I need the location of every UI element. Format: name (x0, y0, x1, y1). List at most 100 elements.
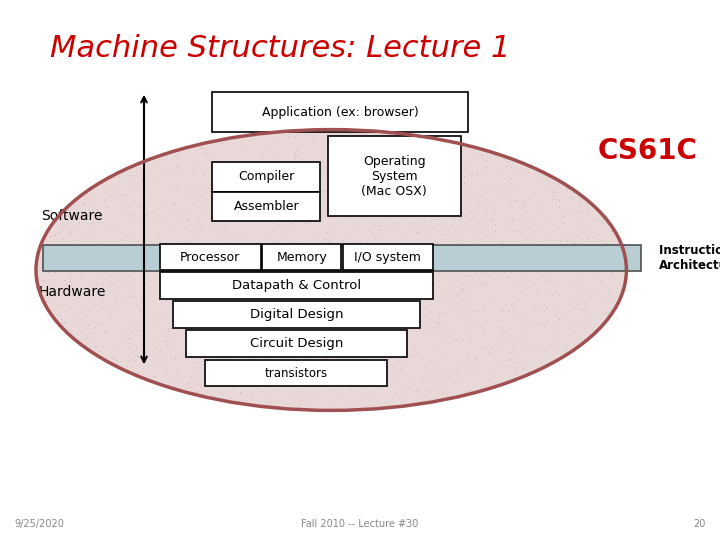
Point (444, 146, 456, 155)
Point (584, 254, 595, 263)
Point (503, 354, 515, 362)
Point (35, 262, 47, 271)
Point (323, 335, 334, 343)
Point (498, 329, 509, 338)
Point (176, 311, 187, 320)
Point (357, 139, 369, 147)
Point (258, 350, 270, 359)
Point (367, 143, 379, 152)
Point (422, 246, 433, 254)
Point (301, 327, 312, 336)
Point (523, 193, 535, 202)
Text: Digital Design: Digital Design (250, 308, 343, 321)
Point (413, 224, 425, 232)
Point (377, 180, 389, 189)
Point (458, 253, 469, 262)
Point (220, 160, 231, 168)
Point (65, 264, 76, 272)
Point (264, 242, 275, 251)
Point (486, 213, 498, 222)
Point (396, 277, 408, 286)
Point (73, 218, 85, 227)
Point (490, 267, 501, 276)
Point (453, 333, 464, 342)
Point (480, 318, 491, 326)
Point (441, 225, 453, 233)
Point (211, 223, 222, 232)
Point (516, 225, 528, 234)
Point (235, 388, 246, 397)
Point (207, 282, 219, 291)
Point (188, 245, 199, 253)
Point (467, 226, 479, 234)
Point (515, 200, 526, 208)
Point (89, 246, 100, 254)
Point (416, 197, 428, 206)
Point (264, 194, 276, 203)
Point (181, 215, 193, 224)
Point (469, 283, 481, 292)
Point (115, 334, 127, 342)
Point (403, 179, 415, 188)
Point (308, 264, 320, 272)
Point (595, 236, 606, 245)
Point (578, 248, 590, 256)
Point (117, 296, 128, 305)
Point (451, 183, 463, 192)
Point (476, 151, 487, 160)
Point (337, 368, 348, 377)
Point (282, 299, 294, 308)
Point (477, 227, 488, 236)
Point (327, 195, 338, 204)
Point (531, 245, 542, 253)
Point (63, 213, 74, 221)
Point (472, 267, 484, 276)
Point (533, 275, 544, 284)
Point (433, 361, 445, 369)
Point (99, 327, 111, 336)
Point (65, 271, 76, 279)
Point (534, 201, 546, 210)
Point (168, 381, 180, 390)
Point (299, 160, 310, 169)
Point (204, 325, 216, 334)
Point (208, 178, 220, 186)
Point (312, 164, 324, 173)
Text: Machine Structures: Lecture 1: Machine Structures: Lecture 1 (50, 34, 510, 63)
Point (449, 212, 461, 221)
Point (114, 259, 126, 267)
Point (290, 146, 302, 154)
Point (361, 322, 372, 331)
Point (136, 178, 148, 186)
Point (314, 159, 325, 168)
Point (190, 380, 202, 388)
Point (279, 230, 291, 238)
Point (187, 170, 199, 179)
Point (541, 290, 553, 299)
Point (193, 215, 204, 224)
Point (222, 213, 234, 221)
Point (166, 352, 177, 361)
Point (344, 274, 356, 282)
Point (456, 360, 467, 369)
Point (334, 171, 346, 180)
Point (344, 404, 356, 413)
Point (540, 303, 552, 312)
Point (260, 189, 271, 198)
Point (72, 296, 84, 305)
Point (306, 318, 318, 327)
Point (489, 364, 500, 373)
Point (204, 187, 216, 195)
Point (319, 235, 330, 244)
Point (406, 376, 418, 385)
Point (498, 155, 510, 164)
Point (367, 327, 379, 335)
Point (245, 377, 256, 386)
Point (351, 241, 363, 250)
Point (452, 283, 464, 292)
Point (479, 300, 490, 308)
Point (136, 349, 148, 357)
Point (113, 347, 125, 355)
Point (351, 306, 362, 314)
Point (283, 171, 294, 180)
